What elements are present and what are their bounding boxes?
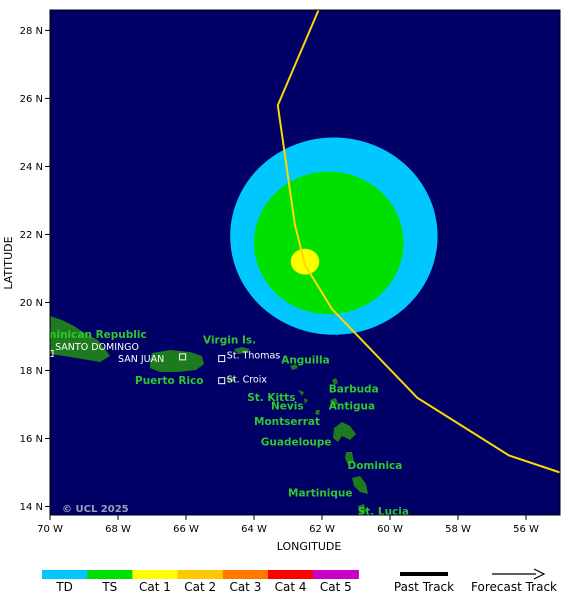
guadeloupe-land [333, 422, 356, 442]
place-label: Barbuda [329, 384, 379, 396]
legend-category-label: Cat 5 [320, 580, 352, 594]
longitude-tick-label: 70 W [37, 524, 63, 535]
x-axis-title: LONGITUDE [277, 540, 342, 553]
hispaniola-land [50, 316, 110, 362]
legend-swatch [177, 570, 224, 579]
martinique-land [352, 476, 368, 494]
longitude-tick-label: 66 W [173, 524, 199, 535]
santo-domingo-marker [50, 349, 54, 357]
legend-swatch [268, 570, 314, 579]
legend-category-label: TS [101, 580, 117, 594]
longitude-tick-label: 58 W [445, 524, 471, 535]
latitude-tick-label: 28 N [20, 26, 43, 37]
latitude-tick-label: 14 N [20, 502, 43, 513]
forecast-track-label: Forecast Track [471, 580, 557, 594]
map-frame [49, 9, 561, 516]
place-label: St. Lucia [358, 506, 409, 518]
city-label: SAN JUAN [118, 354, 164, 365]
latitude-tick-label: 22 N [20, 230, 43, 241]
place-label: Guadeloupe [261, 436, 332, 448]
forecast-arrow-icon [533, 568, 546, 580]
past-track-label: Past Track [394, 580, 454, 594]
longitude-tick-label: 60 W [377, 524, 403, 535]
place-labels-islands: Dominican Republic Virgin Is. Puerto Rico A… [30, 329, 409, 518]
puerto-rico-land [150, 350, 204, 372]
montserrat-land [315, 410, 320, 415]
place-label: Antigua [329, 401, 375, 413]
place-label: Dominica [348, 460, 403, 472]
place-label: Nevis [271, 401, 304, 413]
storm-track-line [276, 10, 560, 474]
land-masses [50, 316, 368, 515]
place-label: St. Kitts [247, 392, 295, 404]
place-label: Montserrat [254, 416, 320, 428]
map-plot-area: Dominican Republic Virgin Is. Puerto Rico A… [30, 10, 560, 518]
legend-category-label: Cat 3 [229, 580, 261, 594]
y-axis-title: LATITUDE [2, 236, 15, 289]
barbuda-land [332, 378, 338, 385]
legend-category-label: Cat 4 [275, 580, 307, 594]
legend-category-label: TD [55, 580, 73, 594]
longitude-ticks: 70 W 68 W 66 W 64 W 62 W 60 W 58 W 56 W [37, 515, 539, 535]
legend-swatch [42, 570, 88, 579]
city-label: St. Croix [227, 374, 268, 385]
latitude-tick-label: 18 N [20, 366, 43, 377]
city-markers [50, 349, 226, 385]
map-credit: © UCL 2025 [62, 504, 129, 515]
dominica-land [345, 452, 354, 465]
st-thomas-marker [218, 355, 226, 363]
san-juan-marker [179, 353, 187, 361]
intensity-legend: TD TS Cat 1 Cat 2 Cat 3 Cat 4 Cat 5 [42, 570, 359, 594]
place-label: Martinique [288, 487, 353, 499]
latitude-tick-label: 24 N [20, 162, 43, 173]
st-croix-land [226, 377, 236, 382]
place-label: Puerto Rico [135, 375, 203, 387]
place-label: Virgin Is. [203, 334, 256, 346]
longitude-tick-label: 68 W [105, 524, 131, 535]
virgin-islands-land [234, 347, 250, 354]
antigua-land [330, 398, 338, 406]
legend-swatch [132, 570, 179, 579]
latitude-tick-label: 26 N [20, 94, 43, 105]
nevis-land [304, 398, 308, 404]
longitude-tick-label: 56 W [513, 524, 539, 535]
longitude-tick-label: 64 W [241, 524, 267, 535]
track-legend: Past Track Forecast Track [394, 568, 557, 594]
wind-field-ts [253, 171, 404, 315]
legend-swatch [313, 570, 359, 579]
place-label: Anguilla [281, 355, 329, 367]
city-label: SANTO DOMINGO [55, 342, 139, 353]
anguilla-land [290, 364, 298, 370]
legend-swatch [87, 570, 133, 579]
st-lucia-land [358, 504, 366, 515]
st-kitts-land [298, 390, 304, 396]
latitude-ticks: 14 N 16 N 18 N 20 N 22 N 24 N 26 N 28 N [20, 26, 50, 513]
st-croix-marker [218, 377, 226, 385]
longitude-tick-label: 62 W [309, 524, 335, 535]
legend-swatch [222, 570, 269, 579]
latitude-tick-label: 20 N [20, 298, 43, 309]
place-label: Dominican Republic [30, 329, 147, 341]
legend-category-label: Cat 2 [184, 580, 216, 594]
legend-category-label: Cat 1 [139, 580, 171, 594]
city-label: St. Thomas [227, 351, 281, 362]
latitude-tick-label: 16 N [20, 434, 43, 445]
